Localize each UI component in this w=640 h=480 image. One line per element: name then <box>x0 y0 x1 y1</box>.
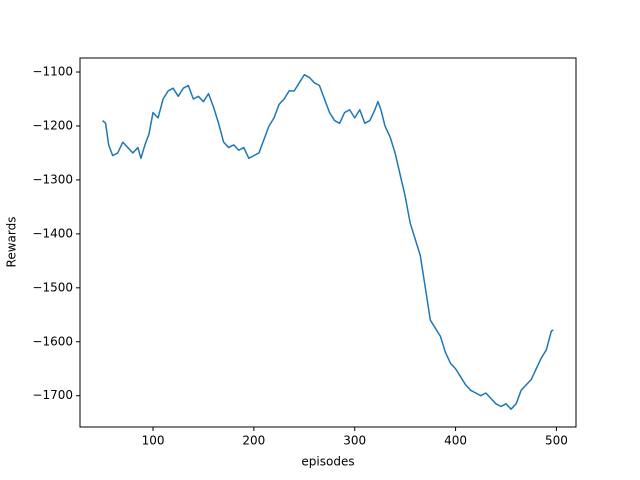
y-tick-label: −1700 <box>32 388 73 402</box>
y-tick-label: −1500 <box>32 280 73 294</box>
y-tick-label: −1400 <box>32 226 73 240</box>
y-tick-label: −1600 <box>32 334 73 348</box>
x-tick-label: 100 <box>142 434 165 448</box>
data-line <box>102 73 554 410</box>
axes-frame <box>79 57 577 428</box>
x-tick-label: 200 <box>242 434 265 448</box>
y-tick-label: −1300 <box>32 172 73 186</box>
y-tick-label: −1100 <box>32 65 73 79</box>
x-tick-label: 500 <box>545 434 568 448</box>
y-axis-label: Rewards <box>5 217 19 268</box>
x-axis-label: episodes <box>301 455 354 469</box>
y-tick-label: −1200 <box>32 118 73 132</box>
x-tick-label: 300 <box>343 434 366 448</box>
x-tick-label: 400 <box>444 434 467 448</box>
